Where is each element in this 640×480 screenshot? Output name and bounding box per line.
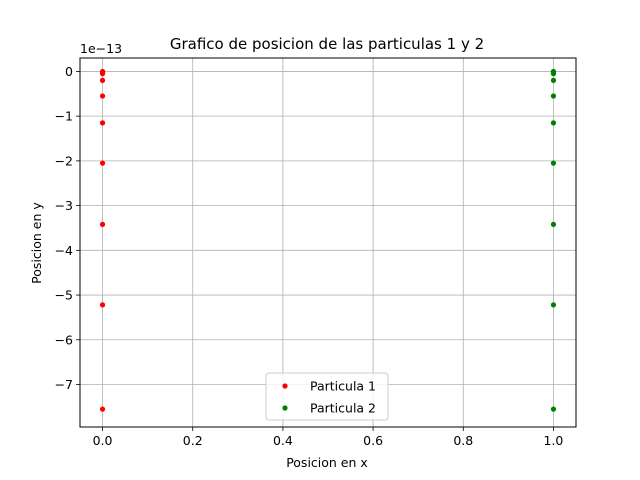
series-1-point [99,406,106,412]
plot-frame [79,57,577,428]
x-tick-label: 0.6 [363,433,383,448]
series-2-point [550,93,557,99]
y-axis-label: Posicion en y [29,202,44,284]
y-tick-label: −5 [55,288,73,303]
y-tick-label: −6 [55,332,73,347]
x-axis-ticks: 0.0 0.2 0.4 0.6 0.8 1.0 [93,427,564,448]
legend-marker [282,383,288,389]
y-tick-label: −3 [55,198,73,213]
series-2-point [550,160,557,166]
legend-entry: Particula 1 [310,379,376,394]
legend-box [265,372,389,421]
x-tick-label: 0.4 [273,433,293,448]
x-axis-label: Posicion en x [286,455,368,470]
x-tick-label: 1.0 [544,433,564,448]
series-1-point [99,93,106,99]
legend-marker [282,405,288,411]
series-2-point [550,406,557,412]
chart-title: Grafico de posicion de las particulas 1 … [170,35,484,53]
legend: Particula 1 Particula 2 [265,372,389,421]
series-2-point [550,69,557,75]
y-tick-label: −2 [55,153,73,168]
y-tick-label: −1 [55,109,73,124]
series-1-point [99,77,106,83]
series-2-point [550,302,557,308]
data-points [99,68,557,412]
series-1-point [99,69,106,75]
series-1-point [99,221,106,227]
legend-entry: Particula 2 [310,401,376,416]
series-2-point [550,221,557,227]
y-axis-ticks: 0 −1 −2 −3 −4 −5 −6 −7 [55,64,80,392]
y-tick-label: 0 [65,64,73,79]
series-2-point [550,77,557,83]
series-1-point [99,302,106,308]
y-tick-label: −4 [55,243,73,258]
plot-area [80,58,576,427]
series-1-point [99,160,106,166]
y-tick-label: −7 [55,377,73,392]
x-tick-label: 0.8 [453,433,473,448]
x-tick-label: 0.2 [183,433,203,448]
x-tick-label: 0.0 [93,433,113,448]
series-1-point [99,120,106,126]
series-2-point [550,120,557,126]
y-offset-text: 1e−13 [80,41,122,56]
